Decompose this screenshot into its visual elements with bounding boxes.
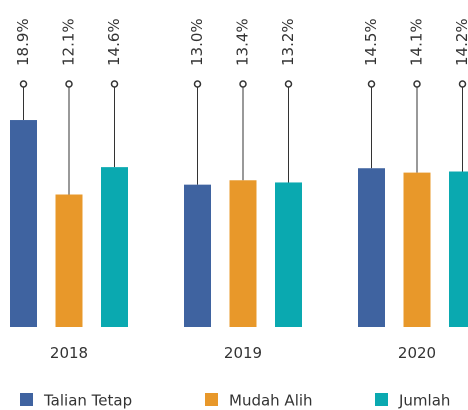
leader-dot <box>65 80 73 88</box>
value-label: 12.1% <box>60 18 78 66</box>
value-label: 13.0% <box>188 18 206 66</box>
x-tick-label: 2019 <box>224 344 262 362</box>
leader-dot <box>19 80 28 88</box>
value-label: 18.9% <box>14 18 32 66</box>
bar <box>449 171 468 327</box>
leader-dot <box>193 80 202 88</box>
legend-label: Mudah Alih <box>229 392 313 410</box>
bar <box>101 167 128 327</box>
value-label: 14.1% <box>408 18 426 66</box>
leader-dot <box>458 80 467 88</box>
value-label: 13.2% <box>279 18 297 66</box>
leader-dot <box>413 80 421 88</box>
bar <box>229 180 257 327</box>
legend-label: Jumlah <box>398 392 450 410</box>
legend-swatch <box>20 393 33 406</box>
bar <box>184 184 211 327</box>
leader-dot <box>284 80 293 88</box>
bar <box>55 194 83 327</box>
legend-swatch <box>205 393 218 406</box>
leader-dot <box>110 80 119 88</box>
x-tick-label: 2020 <box>398 344 436 362</box>
legend-swatch <box>375 393 388 406</box>
leader-dot <box>239 80 247 88</box>
legend-label: Talian Tetap <box>43 392 132 410</box>
value-label: 13.4% <box>234 18 252 66</box>
bar <box>403 172 431 327</box>
bar <box>10 120 37 327</box>
value-label: 14.2% <box>453 18 468 66</box>
value-label: 14.5% <box>362 18 380 66</box>
bar <box>275 182 302 327</box>
bar <box>358 168 385 327</box>
value-label: 14.6% <box>105 18 123 66</box>
leader-dot <box>367 80 376 88</box>
x-tick-label: 2018 <box>50 344 88 362</box>
